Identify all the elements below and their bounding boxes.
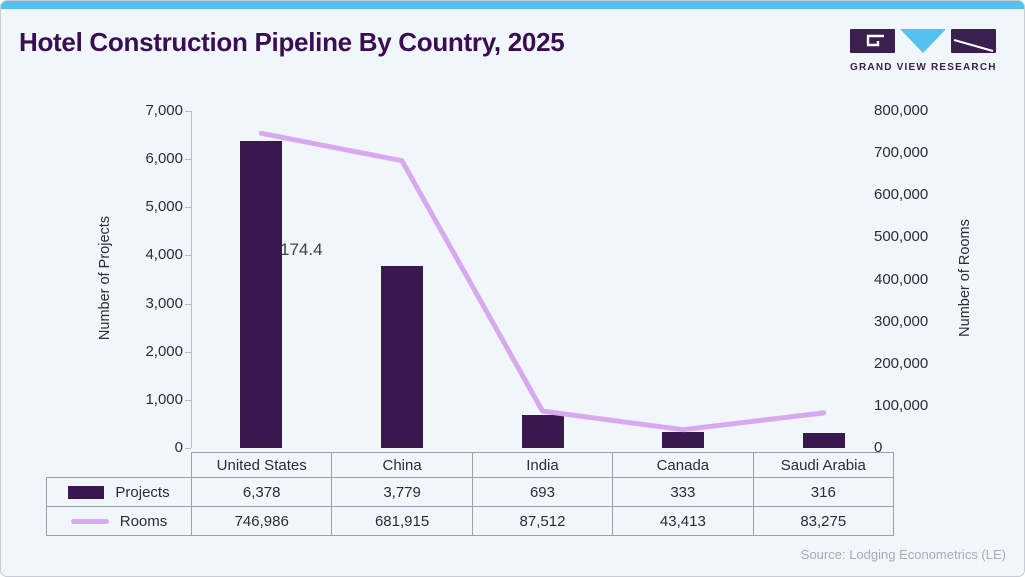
table-value-cell: 3,779 (331, 477, 473, 507)
table-value-cell: 693 (471, 477, 614, 507)
table-value-cell: 333 (612, 477, 754, 507)
table-corner-empty (47, 453, 192, 478)
right-axis-tick-label: 200,000 (874, 354, 929, 372)
left-axis-tick-label: 0 (174, 439, 183, 456)
page-title: Hotel Construction Pipeline By Country, … (19, 27, 565, 57)
left-axis-tick-label: 4,000 (145, 246, 183, 264)
right-axis-tick-label: 100,000 (874, 396, 929, 414)
left-axis-tick (185, 207, 191, 209)
legend-cell-rooms: Rooms (46, 506, 192, 536)
left-axis-tick-label: 2,000 (145, 342, 183, 360)
table-row-projects: Projects 6,378 3,779 693 333 316 (46, 477, 895, 507)
left-axis-tick (185, 351, 191, 353)
legend-label-rooms: Rooms (119, 512, 168, 530)
table-row-rooms: Rooms 746,986 681,915 87,512 43,413 83,275 (46, 506, 895, 536)
table-value-cell: 83,275 (752, 506, 895, 536)
table-value-cell: 6,378 (190, 477, 333, 507)
right-axis-tick-label: 400,000 (874, 270, 929, 288)
bar-united-states (240, 140, 283, 448)
left-axis-tick-label: 7,000 (145, 102, 183, 119)
bar-india (521, 414, 564, 448)
table-header-cell: India (471, 452, 614, 478)
table-value-cell: 43,413 (612, 506, 754, 536)
table-header-cell: United States (190, 452, 333, 478)
chart-annotation: 174.4 (280, 240, 323, 259)
gvr-logo-icon (850, 29, 996, 53)
left-axis-tick-label: 6,000 (145, 150, 183, 168)
left-axis-tick-label: 5,000 (145, 198, 183, 216)
grand-view-research-logo: GRAND VIEW RESEARCH (850, 29, 996, 73)
legend-swatch-rooms (70, 518, 109, 524)
left-axis-line (191, 111, 192, 448)
right-axis-tick-label: 0 (874, 439, 883, 456)
left-axis-tick-label: 3,000 (145, 294, 183, 312)
right-axis-tick-label: 300,000 (874, 312, 929, 330)
left-axis-tick (185, 159, 191, 161)
logo-wordmark: GRAND VIEW RESEARCH (850, 62, 997, 73)
chart-data-table: United States China India Canada Saudi Arabi… (46, 452, 895, 536)
table-value-cell: 746,986 (190, 506, 333, 536)
table-header-cell: China (331, 452, 473, 478)
right-axis-tick-label: 700,000 (874, 144, 929, 162)
table-header-cell: Saudi Arabia (752, 452, 895, 478)
bar-saudi-arabia (802, 432, 845, 448)
right-axis-tick-label: 800,000 (874, 102, 929, 119)
table-value-cell: 316 (752, 477, 895, 507)
table-header-row: United States China India Canada Saudi Arabi… (47, 452, 895, 478)
table-value-cell: 681,915 (331, 506, 473, 536)
table-header-cell: Canada (612, 452, 754, 478)
source-note: Source: Lodging Econometrics (LE) (800, 547, 1006, 562)
bar-china (380, 266, 423, 448)
left-axis-tick (185, 448, 191, 449)
legend-swatch-projects (68, 485, 105, 499)
left-axis-tick (185, 303, 191, 305)
left-axis-tick (185, 399, 191, 401)
table-value-cell: 87,512 (471, 506, 614, 536)
right-axis-tick-label: 600,000 (874, 186, 929, 204)
legend-cell-projects: Projects (46, 477, 192, 507)
top-accent-strip (1, 1, 1024, 9)
right-axis-tick-label: 500,000 (874, 228, 929, 246)
left-axis-tick-label: 1,000 (145, 390, 183, 408)
legend-label-projects: Projects (115, 483, 170, 501)
left-axis-tick (185, 255, 191, 257)
bar-canada (662, 431, 705, 448)
left-axis-tick (185, 111, 191, 112)
